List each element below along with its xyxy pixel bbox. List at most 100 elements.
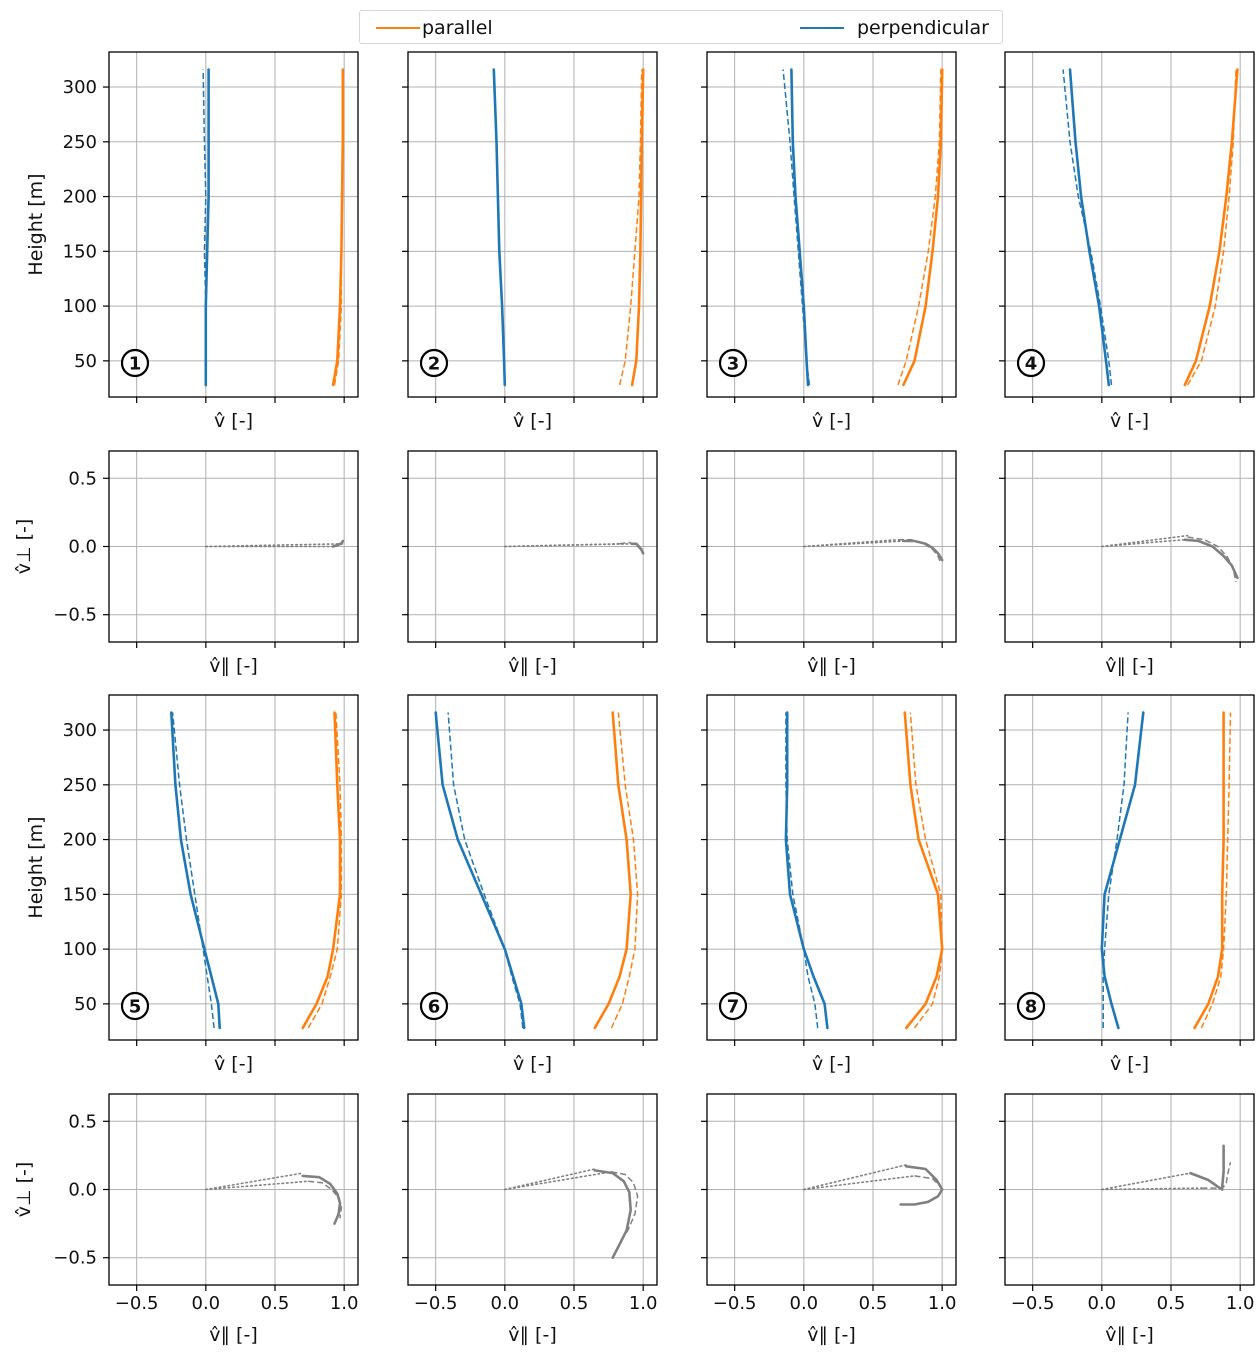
- x-tick-label: 0.0: [1088, 1293, 1117, 1314]
- axes-frame: [1004, 450, 1255, 643]
- parallel-dashed-line: [1200, 712, 1232, 1029]
- axes-frame: [1004, 694, 1255, 1041]
- perpendicular-dashed-line: [1102, 712, 1129, 1028]
- y-tick-label: 0.0: [68, 1180, 97, 1201]
- x-tick-label: −0.5: [115, 1293, 159, 1314]
- x-tick-label: 0.5: [1157, 1293, 1186, 1314]
- x-tick-label: 1.0: [629, 1293, 658, 1314]
- axes-frame: [1004, 1093, 1255, 1286]
- parallel-solid-line: [593, 711, 633, 1030]
- x-tick-label: −0.5: [1011, 1293, 1055, 1314]
- series-group: [202, 68, 345, 387]
- perpendicular-dashed-line: [171, 712, 215, 1029]
- x-axis-label: v̂ [-]: [1110, 1053, 1149, 1075]
- series-group: [1101, 1144, 1232, 1191]
- hodograph-panel-2: v̂∥ [-]: [402, 450, 658, 677]
- axes-frame: [108, 450, 359, 643]
- x-axis-label: v̂∥ [-]: [209, 1324, 257, 1346]
- x-axis-label: v̂ [-]: [214, 410, 253, 432]
- panel-number-label: 4: [1025, 354, 1038, 375]
- x-axis-label: v̂ [-]: [513, 410, 552, 432]
- x-tick-label: −0.5: [414, 1293, 458, 1314]
- x-axis-label: v̂ [-]: [812, 410, 851, 432]
- hodograph-dotted-line: [503, 542, 621, 548]
- perpendicular-dashed-line: [447, 712, 524, 1029]
- panel-number-label: 7: [727, 997, 740, 1018]
- x-axis-label: v̂∥ [-]: [209, 655, 257, 677]
- series-group: [205, 539, 345, 548]
- x-tick-label: −0.5: [713, 1293, 757, 1314]
- parallel-dashed-line: [307, 712, 343, 1029]
- parallel-dashed-line: [618, 69, 643, 386]
- perpendicular-dashed-line: [782, 69, 811, 386]
- hodograph-solid-line: [899, 1165, 944, 1206]
- perpendicular-solid-line: [1100, 711, 1145, 1030]
- y-tick-label: 100: [63, 939, 97, 960]
- perpendicular-solid-line: [1068, 68, 1111, 387]
- y-tick-label: 50: [74, 351, 97, 372]
- x-axis-label: v̂∥ [-]: [807, 655, 855, 677]
- perpendicular-solid-line: [790, 68, 810, 387]
- series-group: [802, 538, 944, 564]
- y-axis-label: v̂⊥ [-]: [13, 1162, 35, 1218]
- hodograph-solid-line: [1183, 538, 1239, 580]
- y-tick-label: 200: [63, 830, 97, 851]
- parallel-solid-line: [1183, 68, 1239, 387]
- axes-frame: [108, 694, 359, 1041]
- legend-line-parallel: [376, 27, 420, 29]
- hodograph-dotted-line: [205, 1180, 310, 1191]
- series-group: [492, 68, 645, 387]
- x-tick-label: 0.5: [560, 1293, 589, 1314]
- x-tick-label: 0.0: [192, 1293, 221, 1314]
- series-group: [782, 68, 944, 387]
- panel-number-badge: [718, 991, 748, 1021]
- profile-panel-8: 8 v̂ [-]: [999, 694, 1255, 1075]
- x-axis-label: v̂∥ [-]: [1105, 1324, 1153, 1346]
- hodograph-panel-5: −0.5 0.0 0.5 1.0−0.50.00.5v̂∥ [-]v̂⊥ [-]: [13, 1093, 359, 1346]
- hodograph-dashed-line: [334, 543, 343, 548]
- hodograph-dashed-line: [897, 538, 942, 564]
- axes-frame: [108, 51, 359, 398]
- panel-number-label: 6: [428, 997, 441, 1018]
- series-group: [503, 1168, 639, 1259]
- perpendicular-dashed-line: [785, 712, 819, 1029]
- hodograph-dotted-line: [205, 1172, 304, 1191]
- y-tick-label: 150: [63, 884, 97, 905]
- hodograph-dashed-line: [1201, 1162, 1232, 1189]
- y-tick-label: −0.5: [53, 1248, 97, 1269]
- perpendicular-dashed-line: [202, 69, 207, 385]
- x-axis-label: v̂∥ [-]: [508, 1324, 556, 1346]
- x-tick-label: 0.0: [491, 1293, 520, 1314]
- panel-number-badge: [1016, 348, 1046, 378]
- hodograph-solid-line: [1189, 1144, 1225, 1191]
- parallel-dashed-line: [1186, 69, 1237, 386]
- hodograph-dotted-line: [205, 542, 344, 548]
- panel-number-badge: [419, 348, 449, 378]
- hodograph-dashed-line: [1187, 536, 1237, 583]
- panel-number-badge: [419, 991, 449, 1021]
- series-group: [503, 541, 645, 555]
- axes-frame: [407, 450, 658, 643]
- y-tick-label: 250: [63, 132, 97, 153]
- series-group: [1100, 711, 1232, 1030]
- parallel-dashed-line: [333, 69, 344, 386]
- hodograph-dotted-line: [802, 538, 899, 548]
- panel-number-badge: [120, 348, 150, 378]
- hodograph-dotted-line: [503, 1171, 613, 1191]
- hodograph-dotted-line: [802, 1175, 916, 1191]
- panel-number-label: 8: [1025, 997, 1038, 1018]
- panel-number-badge: [1016, 991, 1046, 1021]
- y-axis-label: v̂⊥ [-]: [13, 519, 35, 575]
- legend-label-perpendicular: perpendicular: [857, 17, 989, 39]
- hodograph-panel-1: −0.5 0.0 0.5 v̂∥ [-] v̂⊥ [-]: [13, 450, 359, 677]
- x-axis-label: v̂ [-]: [1110, 410, 1149, 432]
- series-group: [205, 1172, 343, 1225]
- axes-frame: [108, 1093, 359, 1286]
- parallel-dashed-line: [909, 712, 943, 1029]
- hodograph-solid-line: [902, 539, 944, 562]
- axes-frame: [407, 51, 658, 398]
- legend-label-parallel: parallel: [422, 17, 493, 39]
- y-tick-label: 200: [63, 187, 97, 208]
- hodograph-panel-7: −0.5 0.0 0.5 1.0 v̂∥ [-]: [701, 1093, 957, 1346]
